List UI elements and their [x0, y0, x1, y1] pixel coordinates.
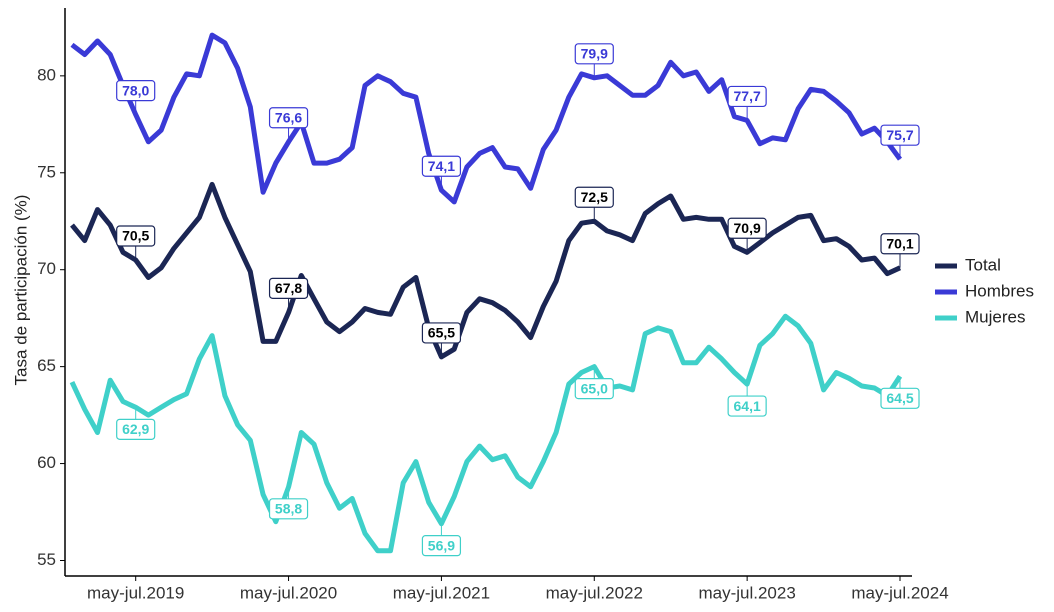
label-box [268, 498, 309, 520]
x-tick-label: may-jul.2019 [87, 583, 184, 602]
legend-label: Hombres [965, 281, 1034, 300]
data-label-text: 70,5 [122, 228, 149, 244]
label-box [116, 225, 156, 247]
y-axis-label: Tasa de participación (%) [11, 195, 30, 386]
y-tick-label: 60 [37, 453, 56, 472]
data-label: 79,9 [574, 43, 614, 65]
data-label: 64,1 [727, 395, 767, 417]
y-tick-label: 75 [37, 162, 56, 181]
data-label: 70,1 [880, 233, 920, 255]
data-label-text: 67,8 [275, 280, 302, 296]
line-series [70, 181, 902, 360]
data-label-text: 74,1 [428, 158, 455, 174]
line-series [70, 32, 903, 205]
data-label-text: 65,5 [428, 325, 455, 341]
legend-label: Total [965, 255, 1001, 274]
label-box [421, 535, 462, 557]
data-label: 76,6 [268, 107, 309, 129]
data-label: 56,9 [421, 535, 462, 557]
label-box [727, 85, 767, 108]
data-label: 72,5 [574, 186, 614, 208]
data-label: 65,0 [574, 378, 614, 400]
data-label-text: 64,5 [886, 390, 913, 406]
label-box [421, 155, 462, 177]
data-label: 70,9 [727, 217, 767, 239]
label-box [880, 387, 920, 409]
data-label-text: 77,7 [734, 88, 761, 104]
label-box [574, 186, 614, 208]
data-label-text: 72,5 [581, 189, 608, 205]
label-box [116, 418, 156, 440]
x-tick-label: may-jul.2021 [393, 583, 490, 602]
label-box [268, 107, 309, 129]
label-box [727, 217, 767, 239]
label-box [574, 43, 614, 65]
label-box [268, 277, 309, 299]
label-box [116, 80, 156, 102]
data-label-text: 70,9 [734, 220, 761, 236]
line-series [69, 313, 903, 554]
x-tick-label: may-jul.2022 [546, 583, 643, 602]
data-label: 75,7 [880, 124, 920, 146]
data-label-text: 64,1 [734, 398, 761, 414]
data-label: 64,5 [880, 387, 920, 409]
data-label-text: 76,6 [275, 109, 302, 125]
data-label: 74,1 [421, 155, 462, 177]
data-label-text: 75,7 [886, 127, 913, 143]
data-label-text: 58,8 [275, 501, 302, 517]
data-label-text: 62,9 [122, 421, 149, 437]
data-label-text: 56,9 [428, 537, 455, 553]
data-label-text: 65,0 [581, 380, 608, 396]
x-tick-label: may-jul.2024 [851, 583, 948, 602]
label-box [880, 233, 920, 255]
legend-label: Mujeres [965, 307, 1025, 326]
data-label-text: 79,9 [581, 45, 608, 61]
data-label: 67,8 [268, 277, 309, 299]
data-label: 65,5 [421, 322, 462, 344]
data-label: 70,5 [116, 225, 156, 247]
label-box [574, 378, 614, 400]
data-label-text: 78,0 [122, 82, 149, 98]
y-tick-label: 80 [37, 65, 56, 84]
data-label: 62,9 [116, 418, 156, 440]
data-label: 78,0 [116, 80, 156, 102]
y-tick-label: 55 [37, 550, 56, 569]
data-label: 77,7 [727, 85, 767, 108]
label-box [421, 322, 462, 344]
label-box [880, 124, 920, 146]
data-label-text: 70,1 [886, 235, 913, 251]
x-tick-label: may-jul.2023 [698, 583, 795, 602]
x-tick-label: may-jul.2020 [240, 583, 337, 602]
data-label: 58,8 [268, 498, 309, 520]
y-tick-label: 65 [37, 356, 56, 375]
label-box [727, 395, 767, 417]
y-tick-label: 70 [37, 259, 56, 278]
